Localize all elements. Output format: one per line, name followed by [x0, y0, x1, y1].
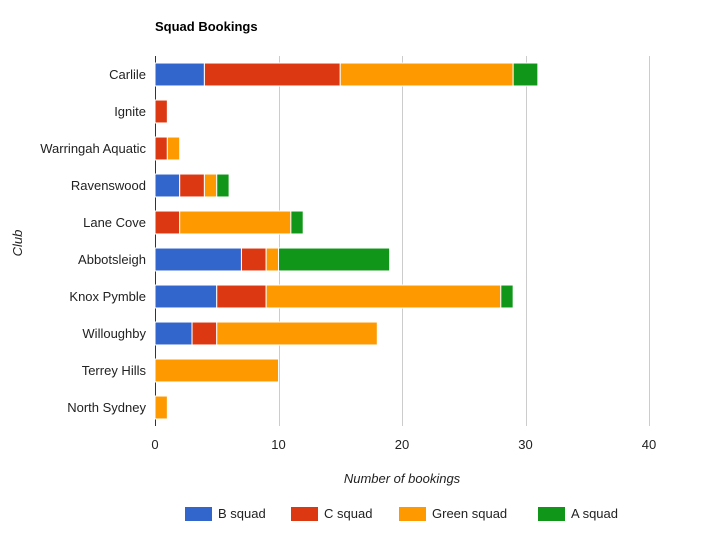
category-labels: Carlile Ignite Warringah Aquatic Ravenswood… [40, 67, 146, 415]
bar-segment [216, 321, 378, 346]
category-label: Lane Cove [83, 215, 146, 230]
legend-swatch [538, 507, 565, 521]
bar-segment [290, 210, 304, 235]
bar-segment [203, 62, 341, 87]
legend: B squad C squad Green squad A squad [185, 506, 618, 521]
category-label: Ravenswood [71, 178, 146, 193]
bar-segment [154, 284, 218, 309]
legend-label: C squad [324, 506, 372, 521]
bar-segment [154, 358, 279, 383]
bar-segment [154, 136, 168, 161]
category-label: North Sydney [67, 400, 146, 415]
x-tick-labels: 0 10 20 30 40 [151, 437, 656, 452]
bar-segment [154, 321, 193, 346]
bar-segment [154, 62, 205, 87]
legend-label: B squad [218, 506, 266, 521]
bar-segment [191, 321, 218, 346]
x-tick-label: 40 [642, 437, 656, 452]
legend-label: A squad [571, 506, 618, 521]
bar-segment [179, 173, 205, 198]
chart-title: Squad Bookings [155, 19, 258, 34]
bar-segment [203, 173, 218, 198]
bar-segment [265, 247, 279, 272]
y-axis-title: Club [10, 230, 25, 257]
bar-segment [339, 62, 514, 87]
bar-segment [154, 247, 242, 272]
bar-segment [265, 284, 502, 309]
x-tick-label: 0 [151, 437, 158, 452]
bar-segment [216, 284, 267, 309]
legend-swatch [185, 507, 212, 521]
bar-segment [154, 395, 168, 420]
bar-segment [216, 173, 230, 198]
category-label: Ignite [114, 104, 146, 119]
bar-segment [240, 247, 267, 272]
legend-swatch [291, 507, 318, 521]
bar-segment [179, 210, 292, 235]
legend-swatch [399, 507, 426, 521]
bar-segment [512, 62, 539, 87]
bar-segment [166, 136, 181, 161]
bar-segment [500, 284, 514, 309]
bar-segment [278, 247, 391, 272]
category-label: Carlile [109, 67, 146, 82]
category-label: Knox Pymble [69, 289, 146, 304]
category-label: Willoughby [82, 326, 146, 341]
category-label: Warringah Aquatic [40, 141, 146, 156]
x-tick-label: 20 [395, 437, 409, 452]
legend-label: Green squad [432, 506, 507, 521]
x-tick-label: 10 [271, 437, 285, 452]
x-tick-label: 30 [518, 437, 532, 452]
bars [154, 62, 539, 420]
category-label: Terrey Hills [82, 363, 147, 378]
bar-segment [154, 99, 168, 124]
category-label: Abbotsleigh [78, 252, 146, 267]
x-axis-title: Number of bookings [344, 471, 461, 486]
bar-segment [154, 173, 181, 198]
bar-segment [154, 210, 181, 235]
